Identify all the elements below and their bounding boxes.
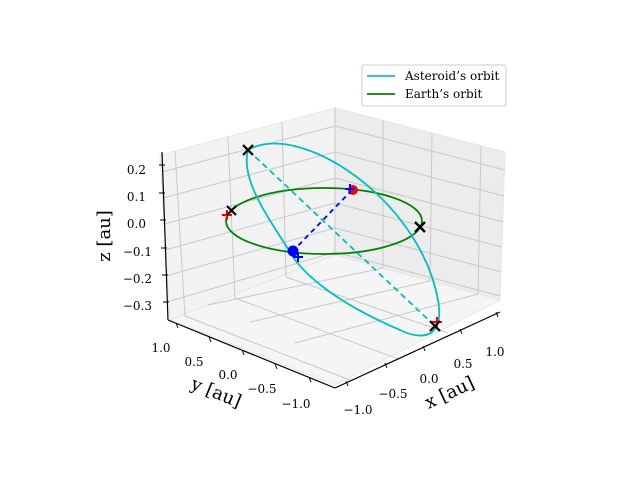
x-tick-label: 0.0 [419, 372, 438, 386]
axis-spines [161, 151, 501, 389]
z-tick-label: −0.2 [123, 272, 152, 286]
pane-floor [168, 254, 502, 386]
x-tick-label: −1.0 [343, 403, 372, 417]
legend-label-asteroid: Asteroid’s orbit [404, 69, 499, 83]
x-marker-black [429, 320, 441, 332]
y-axis-tick-labels: 1.0 0.5 0.0 −0.5 −1.0 [151, 341, 310, 411]
y-tick-label: 0.5 [184, 355, 203, 369]
z-tick-label: −0.1 [123, 245, 152, 259]
z-tick-label: 0.2 [127, 163, 146, 177]
earth-orbit [225, 187, 423, 255]
y-tick-label: 1.0 [151, 341, 170, 355]
z-axis-ticks [159, 164, 169, 303]
asteroid-orbit [245, 142, 441, 337]
z-tick-label: −0.3 [123, 299, 152, 313]
legend: Asteroid’s orbit Earth’s orbit [361, 64, 507, 107]
x-axis-tick-labels: −1.0 −0.5 0.0 0.5 1.0 [343, 345, 504, 417]
z-tick-label: 0.1 [127, 190, 146, 204]
x-tick-label: −0.5 [378, 387, 407, 401]
x-tick-label: 1.0 [485, 345, 504, 359]
asteroid-apsides-line [247, 149, 436, 327]
z-axis-label: z [au] [94, 210, 115, 262]
x-marker-black [414, 221, 426, 233]
plus-marker-blue [293, 252, 303, 262]
z-axis-tick-labels: 0.2 0.1 0.0 −0.1 −0.2 −0.3 [123, 163, 152, 313]
x-axis-ticks [345, 311, 499, 387]
x-marker-black [242, 144, 254, 156]
plus-marker-blue [345, 184, 355, 194]
y-axis-ticks [175, 322, 312, 383]
y-tick-label: −1.0 [281, 397, 310, 411]
node-marker-blue [287, 245, 299, 257]
z-tick-label: 0.0 [127, 217, 146, 231]
y-tick-label: 0.0 [218, 368, 237, 382]
legend-label-earth: Earth’s orbit [405, 87, 482, 101]
x-tick-label: 0.5 [453, 357, 472, 371]
y-tick-label: −0.5 [247, 382, 276, 396]
markers [222, 144, 442, 332]
x-marker-black [226, 205, 237, 216]
